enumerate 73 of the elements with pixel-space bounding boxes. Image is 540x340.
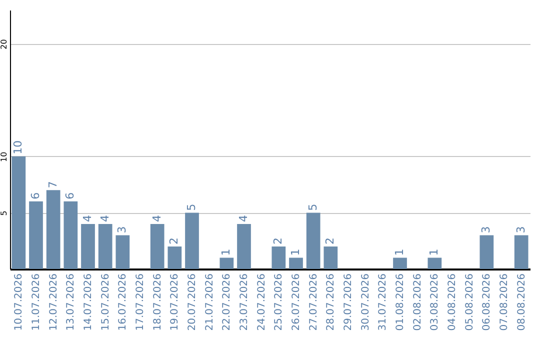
y-tick-label: 20 (0, 39, 8, 50)
data-label: 6 (64, 192, 77, 200)
x-tick-label: 24.07.2026 (256, 274, 268, 331)
x-tick-label: 21.07.2026 (204, 274, 216, 331)
bar (81, 224, 95, 269)
bar (428, 258, 442, 269)
bar (480, 235, 494, 269)
x-tick-label: 13.07.2026 (66, 274, 77, 331)
data-label: 4 (150, 214, 164, 222)
data-label: 5 (185, 204, 198, 211)
x-tick-label: 14.07.2026 (83, 274, 94, 331)
data-label: 2 (324, 237, 337, 244)
x-tick-label: 02.08.2026 (412, 274, 424, 331)
data-label: 2 (272, 237, 285, 244)
data-label: 1 (393, 248, 406, 256)
bar (168, 246, 182, 269)
data-label: 2 (168, 237, 181, 244)
data-label: 1 (220, 248, 233, 256)
x-tick-label: 26.07.2026 (291, 274, 302, 331)
x-tick-label: 25.07.2026 (274, 274, 285, 331)
bar (324, 246, 338, 269)
bar (306, 212, 320, 269)
x-tick-label: 19.07.2026 (170, 274, 181, 331)
data-label: 4 (237, 214, 250, 222)
x-tick-label: 04.08.2026 (447, 274, 458, 331)
x-tick-label: 23.07.2026 (239, 274, 250, 331)
x-tick-label: 12.07.2026 (48, 274, 60, 331)
x-tick-label: 05.08.2026 (464, 274, 476, 331)
x-tick-label: 17.07.2026 (135, 274, 146, 331)
bar (98, 224, 112, 269)
x-tick-label: 08.08.2026 (516, 274, 528, 331)
bar (12, 156, 26, 269)
bar (272, 246, 286, 269)
data-label: 4 (81, 214, 94, 222)
x-tick-label: 06.08.2026 (482, 274, 493, 331)
x-tick-label: 16.07.2026 (118, 274, 129, 331)
bar (220, 258, 234, 269)
data-label: 6 (29, 192, 42, 200)
x-tick-label: 29.07.2026 (343, 274, 354, 331)
x-tick-label: 07.08.2026 (499, 274, 510, 331)
x-tick-label: 01.08.2026 (395, 274, 406, 331)
bar (64, 201, 78, 269)
x-tick-label: 10.07.2026 (14, 274, 25, 331)
bar (46, 190, 60, 269)
x-tick-label: 15.07.2026 (100, 274, 112, 331)
bar (393, 258, 407, 269)
x-tick-label: 18.07.2026 (152, 274, 164, 331)
x-tick-label: 11.07.2026 (31, 274, 42, 331)
bar (514, 235, 528, 269)
data-label: 1 (289, 248, 302, 256)
x-tick-label: 03.08.2026 (430, 274, 441, 331)
data-label: 3 (116, 226, 129, 234)
data-label: 5 (306, 204, 320, 211)
x-tick-label: 31.07.2026 (378, 274, 389, 331)
y-tick-label: 5 (0, 210, 8, 216)
x-tick-label: 28.07.2026 (326, 274, 337, 331)
data-label: 1 (428, 248, 441, 256)
data-label: 4 (98, 214, 112, 222)
bar (29, 201, 43, 269)
bar (150, 224, 164, 269)
bar (237, 224, 251, 269)
x-tick-label: 30.07.2026 (360, 274, 372, 331)
bar (289, 258, 303, 269)
bar (185, 212, 199, 269)
data-label: 7 (46, 181, 60, 188)
bar (116, 235, 130, 269)
data-label: 3 (514, 226, 528, 234)
data-label: 10 (12, 140, 25, 154)
x-tick-label: 20.07.2026 (187, 274, 198, 331)
x-tick-label: 27.07.2026 (308, 274, 320, 331)
x-tick-label: 22.07.2026 (222, 274, 233, 331)
data-label: 3 (480, 226, 493, 234)
y-tick-label: 10 (0, 152, 8, 162)
